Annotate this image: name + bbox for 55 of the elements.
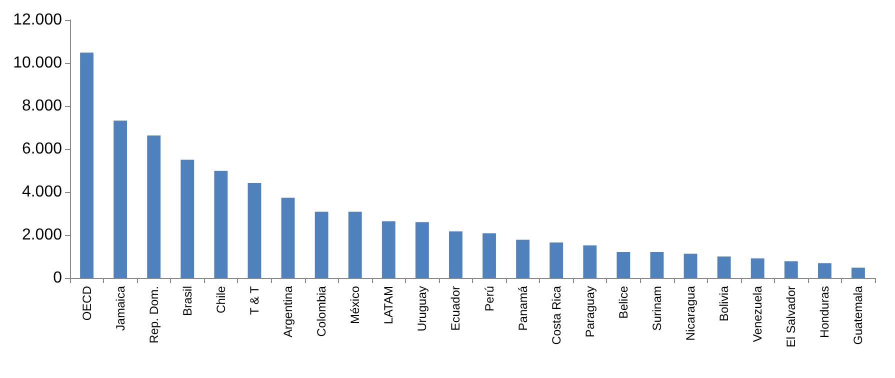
x-tick-label: Guatemala <box>851 286 866 345</box>
bar <box>281 198 295 278</box>
bar <box>616 252 630 278</box>
bar <box>382 221 396 278</box>
y-tick-label: 4.000 <box>22 184 62 200</box>
y-tick-label: 8.000 <box>22 98 62 114</box>
x-tick-label: Nicaragua <box>684 286 698 341</box>
bar <box>717 256 731 278</box>
bar <box>516 240 530 278</box>
bar <box>550 242 564 278</box>
x-tick-label: México <box>348 286 362 324</box>
y-tick-label: 2.000 <box>22 226 62 244</box>
x-tick-label: Uruguay <box>415 286 430 332</box>
bar <box>750 258 764 278</box>
y-tick-label: 12.000 <box>13 12 62 28</box>
x-tick-label: Perú <box>482 286 496 312</box>
bar <box>482 233 496 278</box>
bar <box>583 245 597 278</box>
x-tick-label: Venezuela <box>750 286 765 342</box>
x-tick-label: OECD <box>80 286 94 321</box>
bar <box>449 231 462 278</box>
x-tick-label: Rep. Dom. <box>146 286 161 344</box>
x-tick-label: Chile <box>214 286 228 314</box>
x-tick-label: Brasil <box>180 286 194 316</box>
bar <box>818 263 832 278</box>
bar <box>684 254 698 278</box>
x-tick-label: Panamá <box>516 286 530 331</box>
y-tick-label: 0 <box>53 270 62 286</box>
bar <box>415 222 429 278</box>
bar <box>248 182 262 278</box>
x-tick-label: El Salvador <box>784 286 798 348</box>
x-tick-label: Jamaica <box>113 286 128 331</box>
x-tick-label: Colombia <box>314 286 329 337</box>
y-tick-label: 10.000 <box>13 54 62 72</box>
bar <box>180 160 194 278</box>
bar <box>214 170 228 278</box>
x-tick-label: Ecuador <box>448 286 463 331</box>
bar <box>80 52 94 278</box>
bar <box>114 120 128 278</box>
x-tick-label: Paraguay <box>582 286 597 338</box>
y-tick-label: 6.000 <box>22 140 62 158</box>
x-tick-label: Costa Rica <box>549 286 564 345</box>
x-tick-label: Belice <box>616 286 630 319</box>
x-tick-label: Bolivia <box>717 286 732 322</box>
bar <box>650 252 664 278</box>
bar <box>147 135 161 278</box>
bar <box>348 212 362 278</box>
x-tick-label: LATAM <box>382 286 396 324</box>
x-tick-label: T & T <box>247 285 262 315</box>
bar <box>314 212 328 278</box>
x-tick-label: Argentina <box>281 286 296 338</box>
x-tick-label: Honduras <box>818 286 832 338</box>
bar <box>852 268 865 278</box>
bar <box>784 261 798 278</box>
x-tick-label: Surinam <box>650 286 664 331</box>
